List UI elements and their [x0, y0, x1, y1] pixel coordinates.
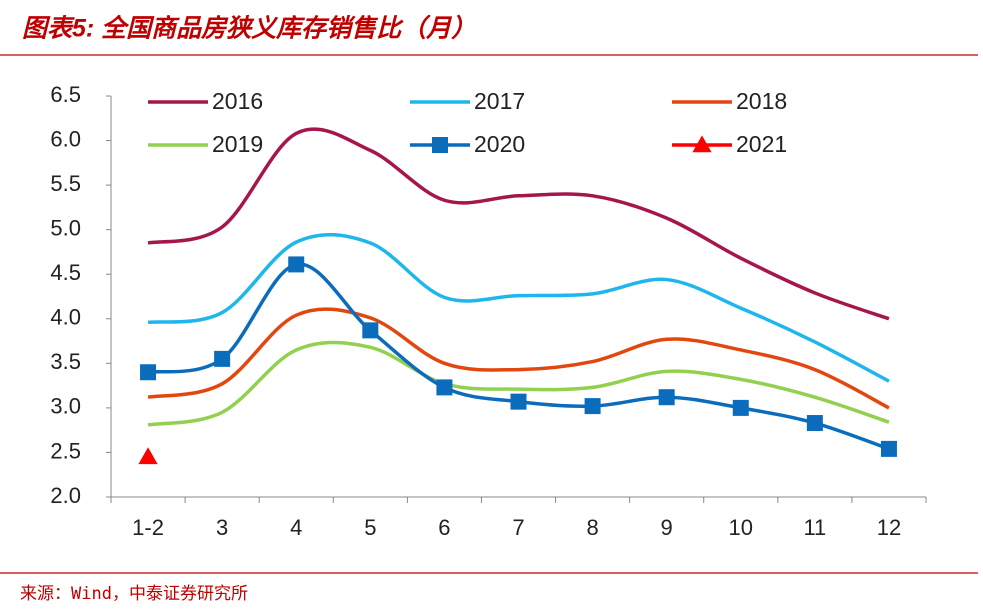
legend-label: 2016: [212, 88, 263, 114]
y-tick-label: 5.5: [50, 171, 81, 196]
series-line: [147, 127, 890, 321]
y-tick-label: 5.0: [50, 215, 81, 240]
marker: [658, 389, 675, 406]
legend-label: 2017: [474, 88, 525, 114]
legend-label: 2020: [474, 131, 525, 157]
series-line: [147, 262, 890, 451]
x-tick-label: 3: [216, 515, 228, 540]
x-tick-label: 7: [512, 515, 524, 540]
marker: [510, 393, 527, 410]
legend-label: 2019: [212, 131, 263, 157]
marker: [138, 447, 158, 465]
x-tick-label: 6: [438, 515, 450, 540]
marker: [806, 415, 823, 432]
series-line: [147, 340, 890, 427]
marker: [880, 440, 897, 457]
x-tick-label: 4: [290, 515, 302, 540]
chart-title: 图表5: 全国商品房狭义库存销售比（月）: [22, 15, 476, 43]
x-tick-label: 8: [586, 515, 598, 540]
y-tick-label: 4.5: [50, 260, 81, 285]
y-tick-label: 4.0: [50, 305, 81, 330]
marker: [436, 379, 453, 396]
marker: [432, 137, 448, 153]
y-tick-label: 3.5: [50, 349, 81, 374]
marker: [692, 135, 712, 153]
marker: [288, 256, 305, 273]
x-tick-label: 10: [729, 515, 753, 540]
legend-label: 2018: [736, 88, 787, 114]
legend-label: 2021: [736, 131, 787, 157]
x-tick-label: 1-2: [132, 515, 164, 540]
series-line: [147, 232, 890, 383]
marker: [140, 364, 157, 381]
source: 来源：Wind，中泰证券研究所: [20, 584, 248, 604]
marker: [584, 398, 601, 415]
marker: [362, 322, 379, 339]
x-tick-label: 9: [661, 515, 673, 540]
series-line: [147, 307, 890, 410]
x-tick-label: 11: [803, 515, 826, 540]
y-tick-label: 6.5: [50, 82, 81, 107]
x-tick-label: 5: [364, 515, 376, 540]
y-tick-label: 6.0: [50, 126, 81, 151]
y-tick-label: 2.5: [50, 438, 81, 463]
marker: [732, 399, 749, 416]
y-tick-label: 2.0: [50, 483, 81, 508]
y-tick-label: 3.0: [50, 394, 81, 419]
x-tick-label: 12: [877, 515, 901, 540]
marker: [214, 350, 231, 367]
